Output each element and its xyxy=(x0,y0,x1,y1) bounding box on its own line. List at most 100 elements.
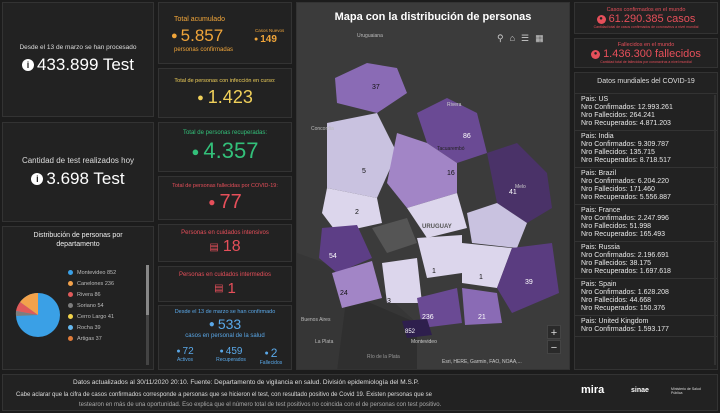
region-count-label: 852 xyxy=(405,329,416,335)
region-tacuarembo[interactable] xyxy=(387,133,457,208)
region-san-jose[interactable] xyxy=(382,258,422,303)
region-soriano[interactable] xyxy=(319,225,372,273)
personal-salud-sub: casos en personal de la salud xyxy=(185,333,265,339)
fallecidas-value: 77 xyxy=(219,190,242,213)
info-icon: i xyxy=(21,59,34,71)
user-icon: ● xyxy=(208,195,216,209)
footer-note-line1: Cabe aclarar que la cifra de casos confi… xyxy=(16,392,432,398)
region-artigas[interactable] xyxy=(335,63,407,113)
list-item[interactable]: Cerro Largo 41 xyxy=(68,311,146,322)
list-item[interactable]: Pais: US Nro Confirmados: 12.993.261 Nro… xyxy=(575,94,717,131)
cuidados-intensivos-value: 18 xyxy=(222,238,241,255)
total-panel: Total acumulado ● 5.857 personas confirm… xyxy=(158,2,292,64)
tests-total-caption: Desde el 13 de marzo se han procesado xyxy=(19,44,137,51)
list-item[interactable]: Pais: Brazil Nro Confirmados: 6.204.220 … xyxy=(575,168,717,205)
cuidados-intensivos-panel: Personas en cuidados intensivos ▤ 18 xyxy=(158,224,292,262)
pie-chart[interactable] xyxy=(10,287,70,347)
search-icon[interactable]: ⚲ xyxy=(497,33,504,43)
region-maldonado[interactable] xyxy=(462,288,502,325)
personal-salud-value: 533 xyxy=(217,316,242,332)
region-rivera[interactable] xyxy=(417,98,487,163)
footer-note-line2: testearon en más de una oportunidad. Eso… xyxy=(79,402,442,408)
list-item[interactable]: Pais: Spain Nro Confirmados: 1.628.208 N… xyxy=(575,279,717,316)
distribution-panel: Distribución de personas por departament… xyxy=(2,226,154,370)
region-count-label: 86 xyxy=(463,133,471,140)
region-paysandu[interactable] xyxy=(322,188,382,233)
region-count-label: 1 xyxy=(479,274,483,281)
legend-dot xyxy=(68,325,73,330)
region-montevideo[interactable] xyxy=(402,319,432,338)
en-curso-label: Total de personas con infección en curso… xyxy=(174,78,276,84)
list-item[interactable]: Pais: France Nro Confirmados: 2.247.996 … xyxy=(575,205,717,242)
recuperados-label: Recuperados xyxy=(216,357,246,363)
footer-panel: Datos actualizados al 30/11/2020 20:10. … xyxy=(2,374,718,411)
world-deaths-panel: Fallecidos en el mundo ● 1.436.300 falle… xyxy=(574,38,718,68)
uruguay-map[interactable]: 37 86 5 16 41 2 54 1 1 39 24 3 236 21 85… xyxy=(297,3,570,370)
world-list-panel: Datos mundiales del COVID-19 Pais: US Nr… xyxy=(574,72,718,370)
list-item[interactable]: Soriano 54 xyxy=(68,300,146,311)
en-curso-value: 1.423 xyxy=(207,87,253,107)
region-rocha[interactable] xyxy=(497,243,559,313)
region-durazno[interactable] xyxy=(407,193,467,238)
logo-mira: mira xyxy=(581,384,605,396)
total-value: 5.857 xyxy=(180,26,224,45)
bed-icon: ▤ xyxy=(209,241,219,253)
map-toolbar: ⚲ ⌂ ☰ ▦ xyxy=(497,33,544,44)
map-place-label: Uruguaiana xyxy=(357,33,383,39)
world-deaths-value: 1.436.300 fallecidos xyxy=(603,48,701,60)
legend-dot xyxy=(68,292,73,297)
map-place-label: Montevideo xyxy=(411,339,437,345)
legend-dot xyxy=(68,314,73,319)
region-cerro-largo[interactable] xyxy=(487,143,552,223)
cuidados-intermedios-value: 1 xyxy=(227,279,236,297)
region-lavalleja[interactable] xyxy=(462,243,512,288)
list-item[interactable]: Canelones 236 xyxy=(68,278,146,289)
home-icon[interactable]: ⌂ xyxy=(509,33,516,43)
map-panel[interactable]: 37 86 5 16 41 2 54 1 1 39 24 3 236 21 85… xyxy=(296,2,570,370)
distribution-list: Montevideo 852 Canelones 236 Rivera 86 S… xyxy=(68,267,146,367)
zoom-out-button[interactable]: − xyxy=(547,340,561,354)
region-count-label: 2 xyxy=(355,209,359,216)
recuperadas-panel: Total de personas recuperadas: ● 4.357 xyxy=(158,122,292,172)
fallecidas-panel: Total de personas fallecidas por COVID-1… xyxy=(158,176,292,220)
tests-today-panel: Cantidad de test realizados hoy i 3.698 … xyxy=(2,122,154,222)
list-item[interactable]: Montevideo 852 xyxy=(68,267,146,278)
map-place-label: Buenos Aires xyxy=(301,317,331,323)
region-colonia[interactable] xyxy=(332,261,382,308)
map-place-label: URUGUAY xyxy=(422,224,452,230)
layers-icon[interactable]: ☰ xyxy=(521,33,530,43)
zoom-in-button[interactable]: + xyxy=(547,325,561,339)
world-list-scrollbar[interactable] xyxy=(714,95,716,365)
info-icon: i xyxy=(31,172,44,185)
total-label: Total acumulado xyxy=(174,16,225,23)
world-confirmed-value: 61.290.385 casos xyxy=(608,13,696,25)
region-count-label: 1 xyxy=(432,268,436,275)
tests-today-value: 3.698 Test xyxy=(46,168,125,188)
user-icon: ● xyxy=(171,30,178,42)
legend-dot xyxy=(68,303,73,308)
region-canelones[interactable] xyxy=(417,288,462,328)
basemap-icon[interactable]: ▦ xyxy=(535,33,544,43)
map-attribution[interactable]: Esri, HERE, Garmin, FAO, NOAA,... xyxy=(442,359,522,365)
fallecidas-label: Total de personas fallecidas por COVID-1… xyxy=(172,182,278,189)
recuperadas-value: 4.357 xyxy=(203,138,259,163)
list-item[interactable]: Artigas 37 xyxy=(68,333,146,344)
map-place-label: Concordia xyxy=(311,126,334,132)
region-florida[interactable] xyxy=(417,235,462,278)
region-flores[interactable] xyxy=(372,218,417,253)
list-item[interactable]: Pais: Russia Nro Confirmados: 2.196.691 … xyxy=(575,242,717,279)
list-item[interactable]: Pais: United Kingdom Nro Confirmados: 1.… xyxy=(575,316,717,337)
list-item[interactable]: Rivera 86 xyxy=(68,289,146,300)
list-item[interactable]: Rocha 39 xyxy=(68,322,146,333)
region-count-label: 39 xyxy=(525,279,533,286)
legend-dot xyxy=(68,281,73,286)
list-item[interactable]: Pais: India Nro Confirmados: 9.309.787 N… xyxy=(575,131,717,168)
region-salto[interactable] xyxy=(327,113,397,198)
fallecidos-value: 2 xyxy=(270,346,278,360)
virus-icon: ● xyxy=(591,49,601,59)
tests-total-value: 433.899 Test xyxy=(36,55,135,74)
distribution-scrollbar[interactable] xyxy=(146,265,149,365)
cuidados-intermedios-label: Personas en cuidados intermedios xyxy=(178,271,272,278)
region-treinta-tres[interactable] xyxy=(467,203,527,248)
logo-sinae: sinae xyxy=(631,387,649,394)
